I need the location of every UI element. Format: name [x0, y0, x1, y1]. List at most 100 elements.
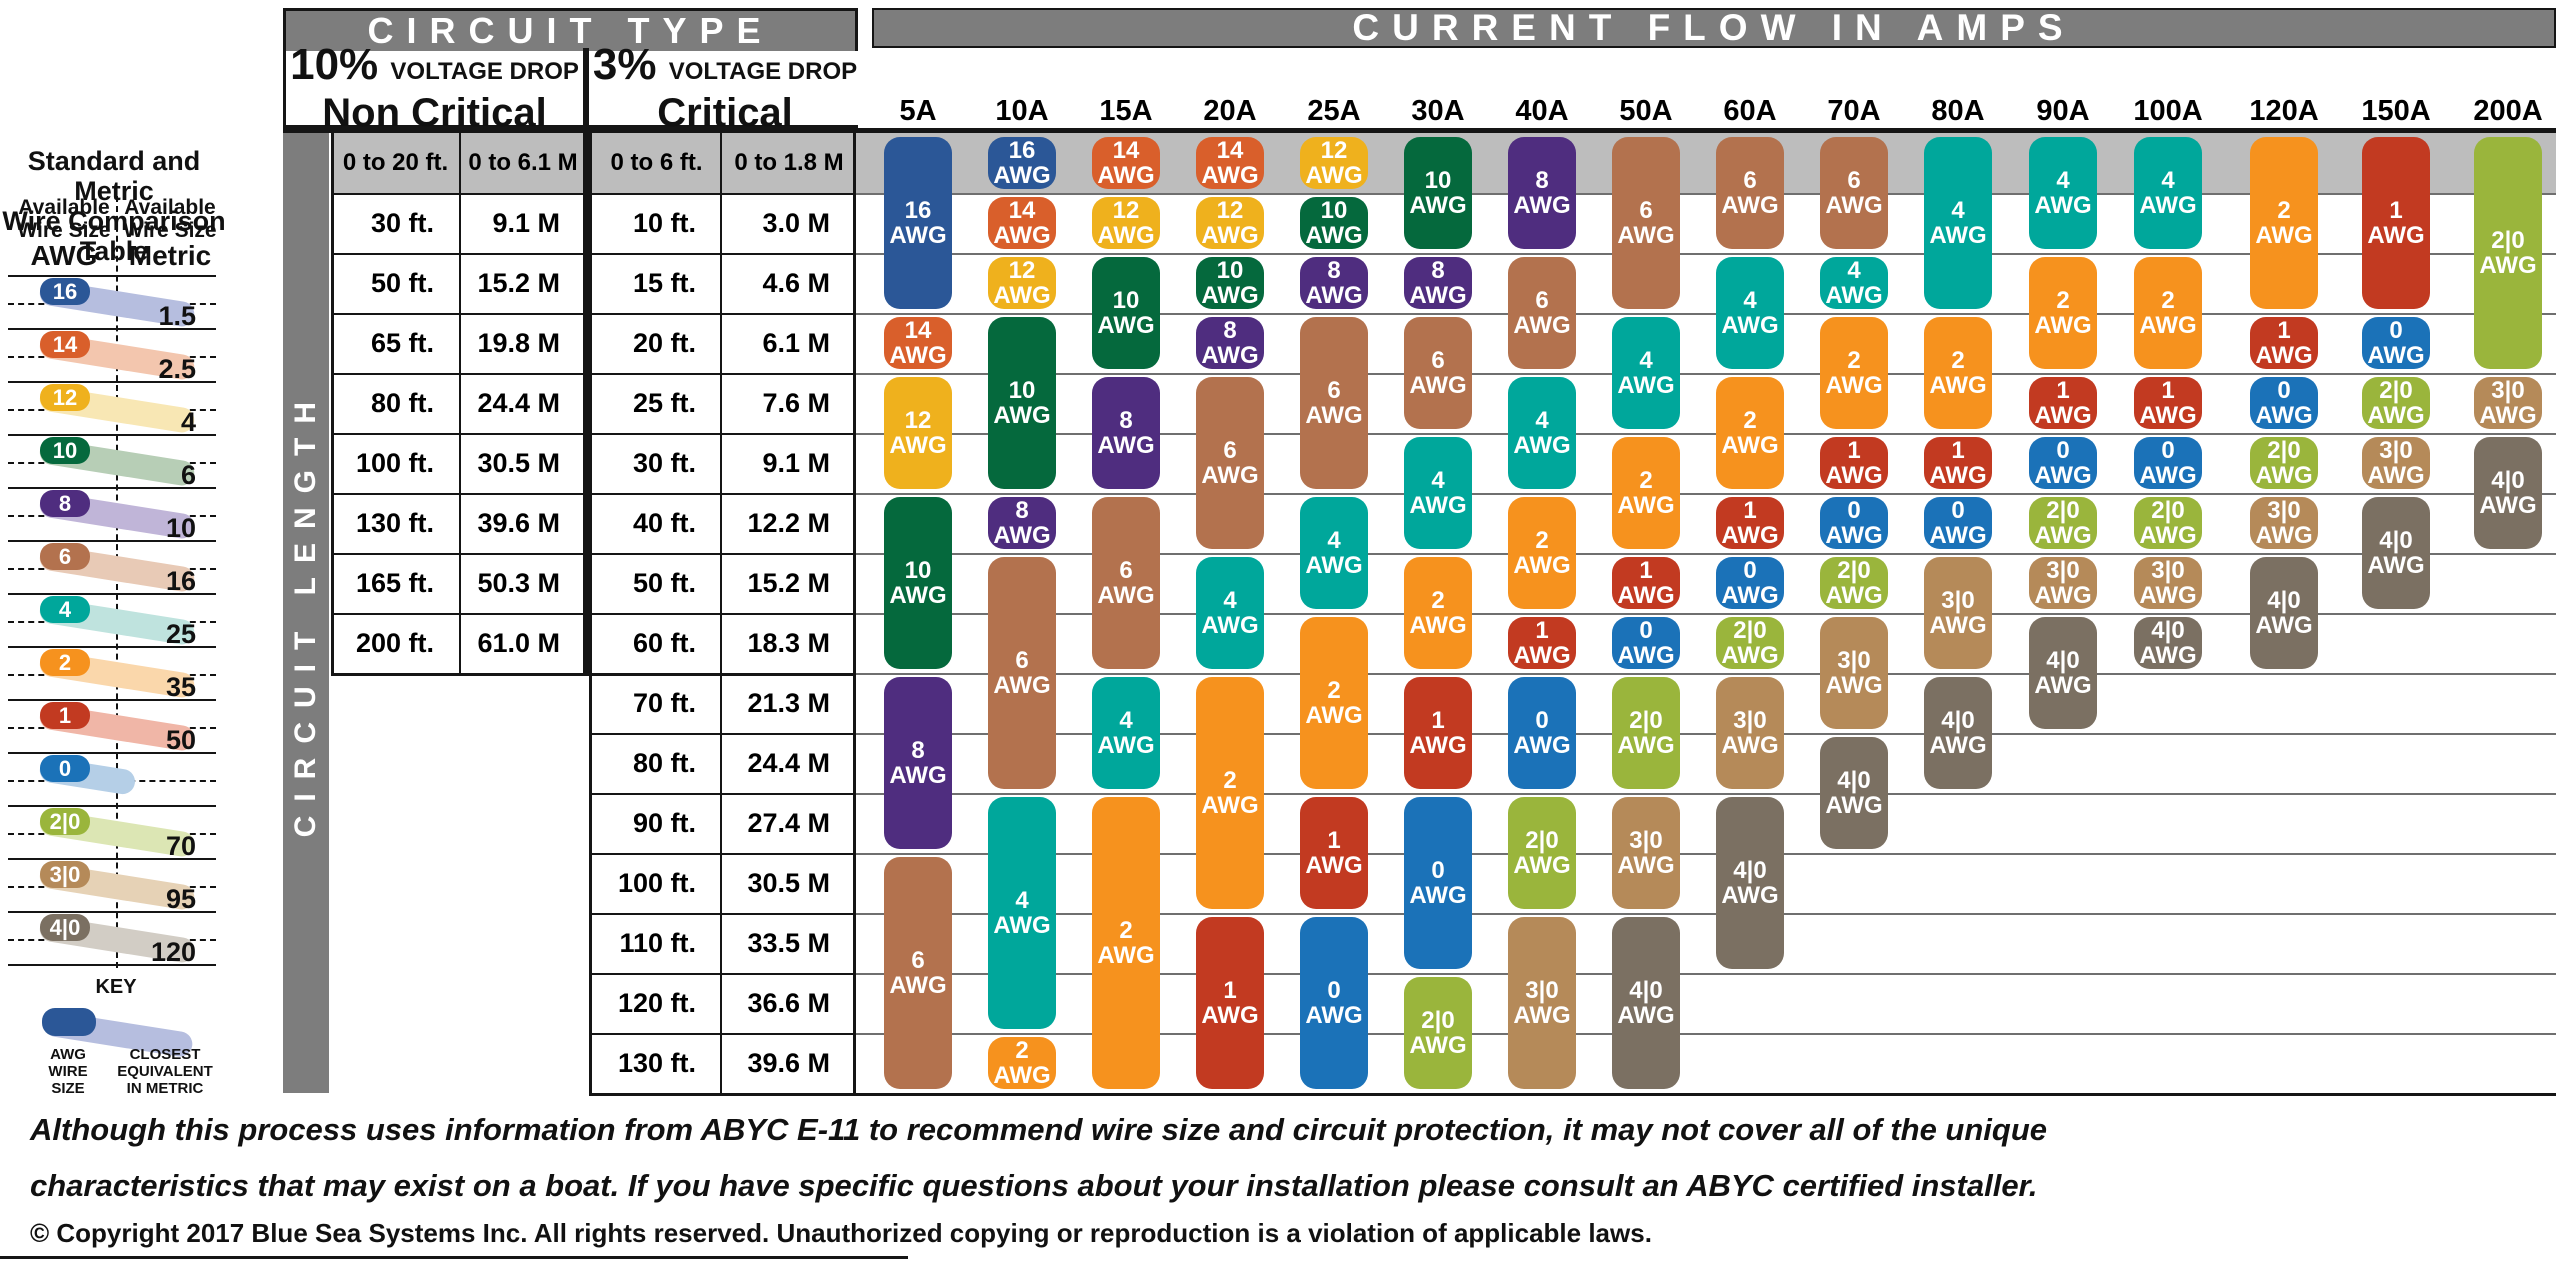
nc-ft-row2: 30 ft.: [370, 207, 434, 238]
cmp-row-line-11: [8, 858, 216, 860]
non-critical-drop: VOLTAGE DROP: [390, 57, 579, 85]
pill-30A-0awg: 0 AWG: [1404, 797, 1472, 969]
pill-5A-8awg: 8 AWG: [884, 677, 952, 849]
comparison-divider: [116, 196, 118, 968]
pill-30A-4awg: 4 AWG: [1404, 437, 1472, 549]
amp-label-5A: 5A: [899, 95, 937, 127]
pill-70A-0awg: 0 AWG: [1820, 497, 1888, 549]
nc-ft-row7: 130 ft.: [355, 507, 434, 538]
non-critical-pct: 10%: [290, 39, 379, 89]
cmp-row-line-7: [8, 646, 216, 648]
pill-120A-2awg: 2 AWG: [2250, 137, 2318, 309]
cmp-awg-pill-0: 0: [40, 755, 90, 782]
pill-5A-16awg: 16 AWG: [884, 137, 952, 309]
cmp-row-line-8: [8, 699, 216, 701]
pill-100A-2awg: 2 AWG: [2134, 257, 2202, 369]
pill-5A-10awg: 10 AWG: [884, 497, 952, 669]
cmp-metric-3|0: 95: [165, 884, 196, 914]
cmp-metric-2|0: 70: [165, 831, 196, 861]
pill-10A-16awg: 16 AWG: [988, 137, 1056, 189]
nc-m-row5: 24.4 M: [477, 387, 560, 418]
nc-ft-row9: 200 ft.: [355, 627, 434, 658]
cmp-row-line-9: [8, 752, 216, 754]
key-title: KEY: [95, 976, 137, 998]
pill-10A-6awg: 6 AWG: [988, 557, 1056, 789]
pill-40A-2awg: 2 AWG: [1508, 497, 1576, 609]
c-ft-row2: 10 ft.: [632, 207, 696, 238]
nc-ft-row5: 80 ft.: [370, 387, 434, 418]
row-line-gray-10: [856, 733, 2556, 735]
pill-70A-6awg: 6 AWG: [1820, 137, 1888, 249]
nc-ft-row4: 65 ft.: [370, 327, 434, 358]
amp-label-60A: 60A: [1723, 95, 1777, 127]
pill-70A-4awg: 4 AWG: [1820, 257, 1888, 309]
amp-label-40A: 40A: [1515, 95, 1569, 127]
pill-40A-8awg: 8 AWG: [1508, 137, 1576, 249]
pill-15A-14awg: 14 AWG: [1092, 137, 1160, 189]
cmp-awg-pill-16: 16: [40, 278, 90, 305]
pill-15A-4awg: 4 AWG: [1092, 677, 1160, 789]
table-top-border: [283, 128, 2556, 133]
comparison-right-header: Available Wire Size: [123, 196, 217, 242]
row-line-black-15: [589, 1033, 856, 1035]
c-ft-row3: 15 ft.: [632, 267, 696, 298]
pill-90A-2|0awg: 2|0 AWG: [2029, 497, 2097, 549]
c-m-row10: 21.3 M: [747, 687, 830, 718]
amp-label-120A: 120A: [2249, 95, 2319, 127]
c-m-row5: 7.6 M: [762, 387, 830, 418]
nc-m-row9: 61.0 M: [477, 627, 560, 658]
c-m-row7: 12.2 M: [747, 507, 830, 538]
amp-label-150A: 150A: [2361, 95, 2431, 127]
c-m-row6: 9.1 M: [762, 447, 830, 478]
pill-150A-4|0awg: 4|0 AWG: [2362, 497, 2430, 609]
cmp-row-line-4: [8, 487, 216, 489]
cmp-metric-1: 50: [165, 725, 196, 755]
pill-150A-3|0awg: 3|0 AWG: [2362, 437, 2430, 489]
bottom-rule: [0, 1256, 908, 1259]
pill-50A-3|0awg: 3|0 AWG: [1612, 797, 1680, 909]
amp-label-30A: 30A: [1411, 95, 1465, 127]
pill-40A-2|0awg: 2|0 AWG: [1508, 797, 1576, 909]
cmp-awg-pill-1: 1: [40, 702, 90, 729]
pill-60A-4|0awg: 4|0 AWG: [1716, 797, 1784, 969]
key-metric-label: CLOSEST EQUIVALENT IN METRIC: [117, 1046, 213, 1097]
comparison-right-unit: Metric: [128, 240, 212, 271]
pill-70A-3|0awg: 3|0 AWG: [1820, 617, 1888, 729]
amp-label-25A: 25A: [1307, 95, 1361, 127]
pill-70A-1awg: 1 AWG: [1820, 437, 1888, 489]
amp-label-15A: 15A: [1099, 95, 1153, 127]
pill-60A-1awg: 1 AWG: [1716, 497, 1784, 549]
pill-90A-4|0awg: 4|0 AWG: [2029, 617, 2097, 729]
nc-m-row2: 9.1 M: [492, 207, 560, 238]
row-line-black-6: [331, 493, 856, 495]
cmp-awg-pill-12: 12: [40, 384, 90, 411]
pill-20A-2awg: 2 AWG: [1196, 677, 1264, 909]
pill-60A-2|0awg: 2|0 AWG: [1716, 617, 1784, 669]
row-line-gray-3: [856, 313, 2556, 315]
cmp-metric-8: 10: [165, 513, 196, 543]
amp-label-200A: 200A: [2473, 95, 2543, 127]
amp-label-50A: 50A: [1619, 95, 1673, 127]
row-line-gray-7: [856, 553, 2556, 555]
pill-25A-2awg: 2 AWG: [1300, 617, 1368, 789]
pill-60A-4awg: 4 AWG: [1716, 257, 1784, 369]
pill-60A-6awg: 6 AWG: [1716, 137, 1784, 249]
pill-40A-0awg: 0 AWG: [1508, 677, 1576, 789]
copyright: © Copyright 2017 Blue Sea Systems Inc. A…: [30, 1218, 1652, 1248]
pill-30A-6awg: 6 AWG: [1404, 317, 1472, 429]
nc-m-row3: 15.2 M: [477, 267, 560, 298]
c-m-row15: 36.6 M: [747, 987, 830, 1018]
row-line-gray-5: [856, 433, 2556, 435]
row-line-black-8: [331, 613, 856, 615]
pill-120A-3|0awg: 3|0 AWG: [2250, 497, 2318, 549]
pill-70A-2|0awg: 2|0 AWG: [1820, 557, 1888, 609]
row-line-gray-6: [856, 493, 2556, 495]
row-line-black-5: [331, 433, 856, 435]
c-ft-row16: 130 ft.: [617, 1047, 696, 1078]
pill-60A-0awg: 0 AWG: [1716, 557, 1784, 609]
cmp-awg-pill-2|0: 2|0: [40, 808, 90, 835]
footnote-line1: Although this process uses information f…: [30, 1112, 2048, 1147]
pill-80A-4awg: 4 AWG: [1924, 137, 1992, 309]
pill-10A-10awg: 10 AWG: [988, 317, 1056, 489]
